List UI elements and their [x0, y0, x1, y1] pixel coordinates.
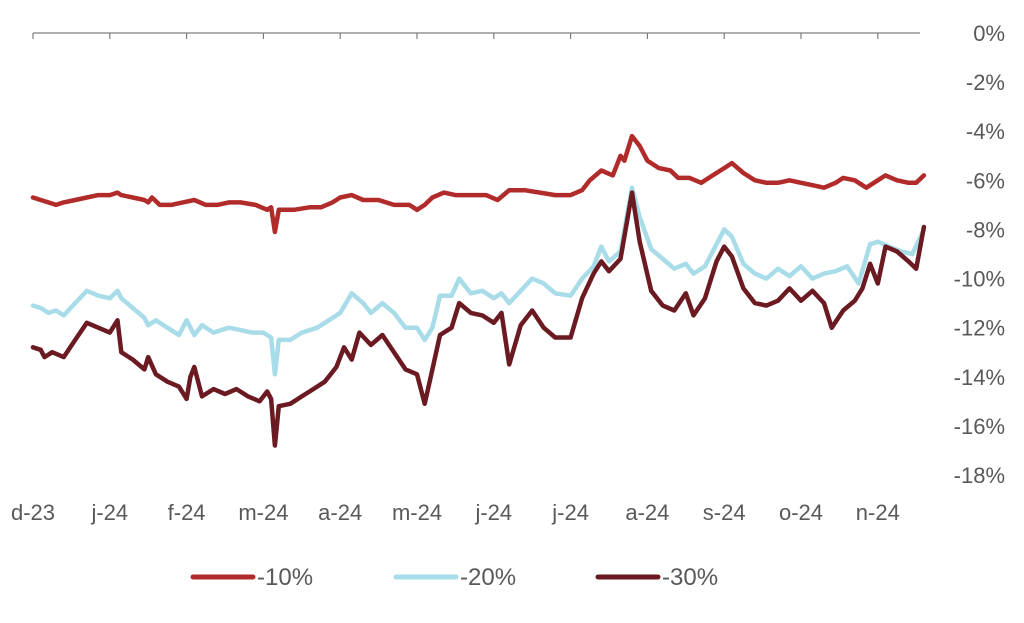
series-group	[30, 133, 927, 448]
series-line-30	[30, 190, 927, 448]
legend-label: -30%	[662, 564, 718, 591]
series-line-10	[30, 133, 927, 235]
x-tick-label: f-24	[168, 500, 206, 525]
y-tick-label: -2%	[966, 70, 1005, 95]
x-tick-label: a-24	[625, 500, 669, 525]
y-tick-label: 0%	[973, 21, 1005, 46]
x-tick-label: o-24	[779, 500, 823, 525]
y-tick-label: -12%	[954, 316, 1005, 341]
y-tick-label: -18%	[954, 463, 1005, 488]
x-tick-label: j-24	[551, 500, 589, 525]
y-tick-label: -4%	[966, 119, 1005, 144]
y-tick-label: -16%	[954, 414, 1005, 439]
series-line-20	[30, 185, 927, 377]
legend-label: -10%	[257, 564, 313, 591]
legend-item: -10%	[190, 564, 313, 591]
legend-item: -30%	[595, 564, 718, 591]
x-tick-label: s-24	[703, 500, 746, 525]
x-axis	[32, 32, 920, 39]
x-tick-label: m-24	[392, 500, 442, 525]
legend-item: -20%	[393, 564, 516, 591]
x-tick-label: j-24	[474, 500, 512, 525]
y-tick-label: -14%	[954, 365, 1005, 390]
x-axis-tick-labels: d-23 j-24 f-24 m-24 a-24 m-24 j-24 j-24 a-24 s-24…	[11, 500, 900, 525]
x-tick-label: a-24	[318, 500, 362, 525]
y-axis-tick-labels: 0% -2% -4% -6% -8% -10% -12% -14% -16% -18%	[954, 21, 1005, 488]
y-tick-label: -6%	[966, 168, 1005, 193]
x-tick-label: j-24	[90, 500, 128, 525]
x-tick-label: n-24	[856, 500, 900, 525]
legend-label: -20%	[460, 564, 516, 591]
y-tick-label: -8%	[966, 217, 1005, 242]
x-tick-label: m-24	[238, 500, 288, 525]
y-tick-label: -10%	[954, 267, 1005, 292]
x-tick-label: d-23	[11, 500, 55, 525]
legend: -10% -20% -30%	[190, 564, 718, 591]
